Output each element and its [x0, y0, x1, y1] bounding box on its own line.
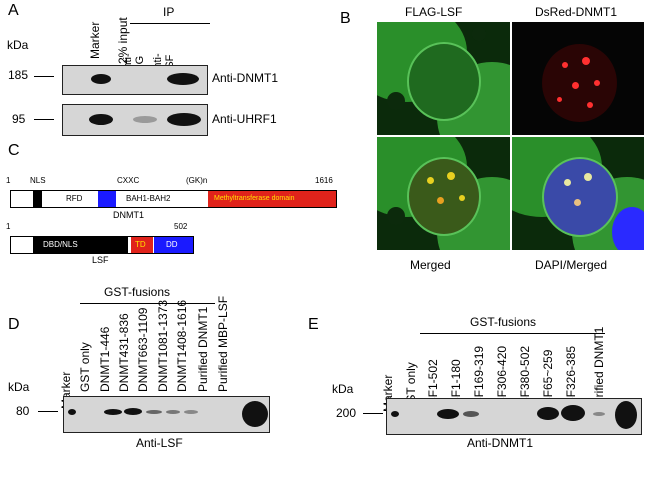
mw-200: 200 — [336, 406, 357, 420]
band-d-dnmt431-836 — [124, 408, 142, 415]
dnmt1-end: 1616 — [315, 176, 333, 185]
micrograph-merged — [377, 137, 510, 250]
antibody-e: Anti-DNMT1 — [467, 436, 534, 450]
antibody-d: Anti-LSF — [136, 436, 183, 450]
bah-domain-label: BAH1-BAH2 — [126, 194, 171, 203]
lsf-end: 502 — [174, 222, 188, 231]
nls-label: NLS — [30, 176, 46, 185]
mtase-domain: Methyltransferase domain — [208, 191, 336, 207]
panel-label-c: C — [8, 142, 20, 159]
td-domain-label: TD — [135, 240, 146, 249]
mtase-domain-label: Methyltransferase domain — [214, 195, 295, 202]
band-e-purified-dnmt1 — [615, 401, 637, 429]
mw-185-tick — [34, 76, 54, 77]
mw-80: 80 — [16, 404, 30, 418]
lane-d-dnmt1081-1373: DNMT1081-1373 — [156, 299, 170, 392]
panel-label-d: D — [8, 316, 20, 333]
panel-label-b: B — [340, 10, 351, 27]
lane-label-marker: Marker — [88, 21, 102, 59]
dbd-domain: DBD/NLS — [33, 237, 128, 253]
blot-dnmt1 — [62, 65, 208, 95]
blot-e — [386, 398, 642, 435]
gst-bracket-e — [420, 333, 605, 334]
td-domain: TD — [131, 237, 153, 253]
antibody-uhrf1: Anti-UHRF1 — [212, 112, 277, 126]
kda-label-d: kDa — [8, 380, 30, 394]
mw-80-tick — [38, 411, 58, 412]
band-d-dnmt663-1109 — [146, 410, 162, 414]
panel-label-e: E — [308, 316, 319, 333]
micrograph-flag-lsf — [377, 22, 510, 135]
dd-domain: DD — [154, 237, 193, 253]
kda-label: kDa — [7, 38, 29, 52]
gst-fusions-e: GST-fusions — [470, 315, 537, 329]
lane-d-dnmt1408-1616: DNMT1408-1616 — [175, 299, 189, 392]
lsf-domain-bar: DBD/NLS TD DD — [10, 236, 194, 254]
band-e-lsf1-502 — [437, 409, 459, 419]
band-e-marker — [391, 411, 399, 417]
band-input-2 — [89, 114, 113, 125]
lane-d-dnmt431-836: DNMT431-836 — [117, 313, 131, 392]
band-lsf-ip — [167, 73, 199, 85]
mw-95-tick — [34, 119, 54, 120]
band-e-lsf326-385 — [593, 412, 605, 416]
dnmt1-domain-bar: RFD BAH1-BAH2 Methyltransferase domain — [10, 190, 337, 208]
mw-185: 185 — [8, 68, 29, 82]
gst-fusions-d: GST-fusions — [104, 285, 171, 299]
lsf-start: 1 — [6, 222, 11, 231]
micrograph-dapi-merged — [512, 137, 644, 250]
panel-label-a: A — [8, 2, 19, 19]
gk-label: (GK)n — [186, 176, 208, 185]
dnmt1-start: 1 — [6, 176, 11, 185]
lsf-name: LSF — [92, 255, 109, 265]
lane-d-purified-mbp-lsf: Purified MBP-LSF — [216, 295, 230, 392]
band-e-lsf1-180 — [463, 411, 479, 417]
mw-95: 95 — [12, 112, 26, 126]
lane-d-dnmt1-446: DNMT1-446 — [98, 326, 112, 392]
band-d-dnmt1081-1373 — [166, 410, 180, 414]
micrograph-dsred-dnmt1 — [512, 22, 644, 135]
band-d-mbp-lsf — [242, 401, 268, 427]
dbd-domain-label: DBD/NLS — [43, 240, 78, 249]
cxxc-domain — [98, 191, 116, 207]
channel-label-dsred-dnmt1: DsRed-DNMT1 — [535, 5, 618, 19]
band-d-dnmt1408-1616 — [184, 410, 198, 414]
lane-d-purified-dnmt1: Purified DNMT1 — [196, 306, 210, 392]
channel-label-flag-lsf: FLAG-LSF — [405, 5, 463, 19]
nls-domain — [33, 191, 42, 207]
band-e-lsf65-259 — [561, 405, 585, 421]
band-igg-faint — [133, 116, 157, 123]
mw-200-tick — [363, 413, 383, 414]
rfd-domain-label: RFD — [66, 194, 83, 203]
band-e-lsf380-502 — [537, 407, 559, 420]
ip-label: IP — [163, 5, 175, 19]
dd-domain-label: DD — [166, 240, 178, 249]
cxxc-label: CXXC — [117, 176, 140, 185]
band-lsf-ip-2 — [167, 113, 201, 126]
antibody-dnmt1: Anti-DNMT1 — [212, 71, 279, 85]
band-d-marker — [68, 409, 76, 415]
band-d-dnmt1-446 — [104, 409, 122, 415]
dnmt1-name: DNMT1 — [113, 210, 144, 220]
blot-uhrf1 — [62, 104, 208, 136]
blot-d — [63, 396, 270, 433]
band-input — [91, 74, 111, 84]
lane-d-dnmt663-1109: DNMT663-1109 — [136, 307, 150, 392]
channel-label-merged: Merged — [410, 258, 451, 272]
kda-label-e: kDa — [332, 382, 354, 396]
ip-bracket-line — [130, 23, 210, 24]
lane-d-gst-only: GST only — [78, 342, 92, 392]
gst-bracket-d — [80, 303, 215, 304]
channel-label-dapi-merged: DAPI/Merged — [535, 258, 608, 272]
